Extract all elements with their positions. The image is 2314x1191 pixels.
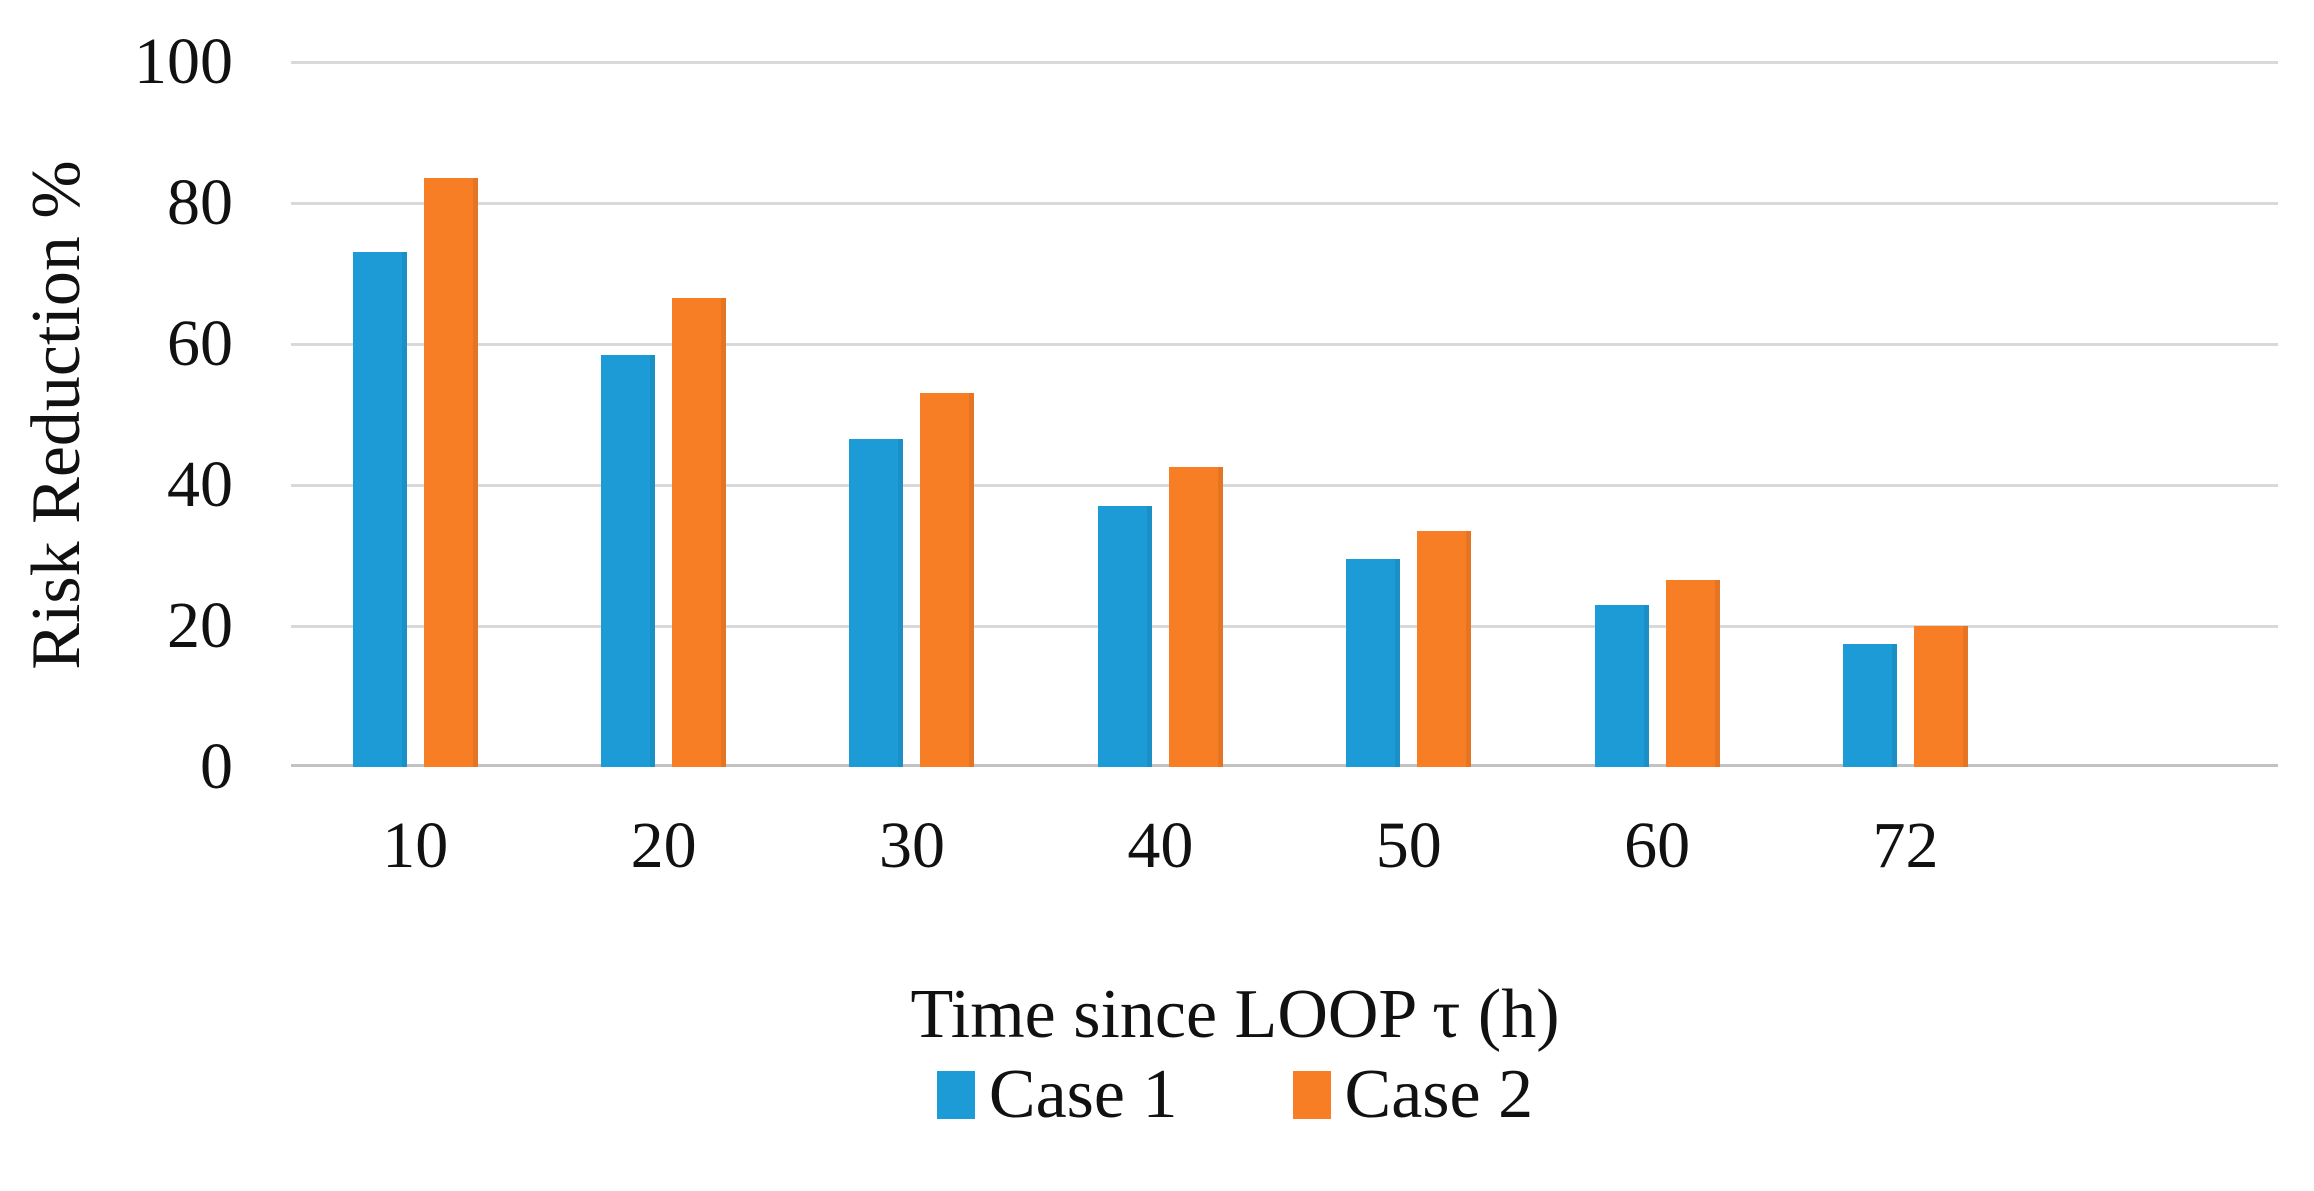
legend-swatch-case-2-icon: [1292, 1071, 1331, 1119]
bar-group-40: [1036, 62, 1284, 767]
gridline-y-80: [291, 201, 2278, 205]
x-tick-label-72: 72: [1872, 809, 1939, 882]
x-tick-label-50: 50: [1375, 809, 1442, 882]
x-tick-label-30: 30: [878, 809, 945, 882]
gridline-y-20: [291, 624, 2278, 628]
y-tick-label-20: 20: [167, 589, 233, 662]
bar-case-2-at-72: [1913, 626, 1968, 767]
bar-case-2-at-10: [423, 178, 478, 767]
x-axis-tick-labels: 10 20 30 40 50 60 72: [291, 806, 2278, 886]
plot-area: [291, 60, 2278, 767]
legend-item-case-2: Case 2: [1292, 1056, 1534, 1133]
y-tick-label-100: 100: [134, 25, 233, 98]
x-tick-label-10: 10: [382, 809, 449, 882]
gridline-y-40: [291, 483, 2278, 487]
gridline-y-100: [291, 60, 2278, 64]
y-tick-label-60: 60: [167, 307, 233, 380]
bar-case-1-at-72: [1842, 643, 1897, 767]
x-tick-label-60: 60: [1624, 809, 1691, 882]
x-axis-title: Time since LOOP τ (h): [910, 976, 1560, 1053]
bar-case-2-at-30: [920, 393, 975, 767]
bar-case-2-at-20: [672, 298, 727, 767]
x-tick-label-40: 40: [1127, 809, 1194, 882]
y-tick-label-40: 40: [167, 448, 233, 521]
legend-item-case-1: Case 1: [936, 1056, 1178, 1133]
bar-case-1-at-50: [1346, 559, 1401, 767]
bar-case-2-at-40: [1168, 467, 1223, 767]
bar-group-30: [788, 62, 1036, 767]
y-axis-tick-labels: 0 20 40 60 80 100: [0, 29, 233, 800]
legend-swatch-case-1-icon: [936, 1071, 975, 1119]
x-tick-label-20: 20: [630, 809, 697, 882]
bar-case-1-at-10: [352, 252, 407, 767]
bar-case-2-at-60: [1665, 580, 1720, 767]
y-tick-label-80: 80: [167, 166, 233, 239]
y-tick-label-0: 0: [200, 730, 233, 803]
bar-case-1-at-60: [1594, 604, 1649, 767]
legend: Case 1 Case 2: [291, 1050, 2179, 1140]
bar-case-1-at-40: [1097, 506, 1152, 767]
bar-group-10: [291, 62, 539, 767]
gridline-y-0: [291, 764, 2278, 767]
bar-group-72: [1781, 62, 2029, 767]
legend-label-case-2: Case 2: [1344, 1056, 1534, 1133]
bar-case-2-at-50: [1417, 530, 1472, 767]
bar-group-20: [539, 62, 787, 767]
legend-label-case-1: Case 1: [988, 1056, 1178, 1133]
bar-case-1-at-30: [849, 439, 904, 767]
bar-case-1-at-20: [601, 354, 656, 767]
gridline-y-60: [291, 342, 2278, 346]
bar-group-50: [1285, 62, 1533, 767]
bar-group-60: [1533, 62, 1781, 767]
